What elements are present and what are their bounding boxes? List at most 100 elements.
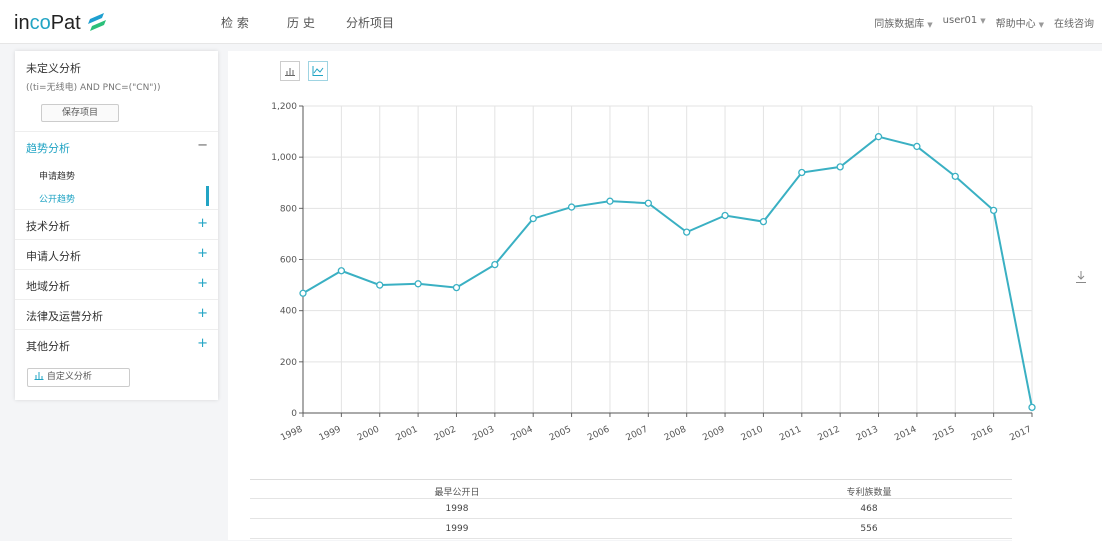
section-applicant[interactable]: 申请人分析 + bbox=[15, 239, 218, 269]
data-point bbox=[452, 283, 461, 292]
nav-history[interactable]: 历 史 bbox=[287, 16, 315, 30]
section-label: 法律及运营分析 bbox=[26, 310, 103, 323]
data-point bbox=[721, 211, 729, 220]
data-point bbox=[951, 172, 959, 181]
expand-icon[interactable]: + bbox=[197, 246, 208, 261]
expand-icon[interactable]: + bbox=[197, 276, 208, 291]
data-point bbox=[414, 280, 422, 288]
x-tick-label: 2008 bbox=[663, 425, 688, 444]
y-tick-label: 1,200 bbox=[271, 102, 297, 112]
data-point bbox=[989, 206, 998, 215]
data-point bbox=[759, 217, 768, 226]
x-tick-label: 1998 bbox=[279, 425, 304, 444]
section-label: 地域分析 bbox=[26, 280, 70, 293]
data-point bbox=[567, 203, 576, 211]
expand-icon[interactable]: + bbox=[197, 306, 208, 321]
section-legal[interactable]: 法律及运营分析 + bbox=[15, 299, 218, 329]
data-point bbox=[299, 289, 307, 297]
expand-icon[interactable]: + bbox=[197, 216, 208, 231]
query-text: ((ti=无线电) AND PNC=("CN")) bbox=[26, 83, 161, 93]
section-technology[interactable]: 技术分析 + bbox=[15, 209, 218, 239]
table-cell: 1998 bbox=[445, 504, 469, 514]
table-row: 1999 556 bbox=[250, 519, 1102, 539]
analysis-sidebar: 未定义分析 ((ti=无线电) AND PNC=("CN")) 保存项目 趋势分… bbox=[15, 51, 218, 400]
nav-search[interactable]: 检 索 bbox=[221, 16, 249, 30]
y-tick-label: 600 bbox=[280, 256, 297, 266]
collapse-icon[interactable]: − bbox=[197, 138, 208, 153]
active-indicator bbox=[206, 186, 209, 206]
series-line bbox=[302, 135, 1033, 408]
subitem-application-trend[interactable]: 申请趋势 bbox=[39, 172, 76, 182]
data-point bbox=[491, 260, 499, 269]
x-tick-label: 2002 bbox=[433, 425, 458, 444]
x-tick-label: 2000 bbox=[356, 425, 381, 444]
y-tick-label: 400 bbox=[280, 307, 297, 317]
bar-chart-icon bbox=[285, 68, 295, 76]
table-row: 1998 468 bbox=[250, 499, 1102, 519]
expand-icon[interactable]: + bbox=[197, 336, 208, 351]
top-bar: incoPat 检 索 历 史 分析项目 同族数据库 ▼ user01 ▼ 帮助中心… bbox=[0, 0, 1102, 44]
database-dropdown[interactable]: 同族数据库 ▼ bbox=[874, 19, 933, 30]
section-region[interactable]: 地域分析 + bbox=[15, 269, 218, 299]
data-point bbox=[836, 163, 844, 171]
x-tick-label: 2011 bbox=[778, 425, 803, 444]
section-other[interactable]: 其他分析 + bbox=[15, 329, 218, 359]
table-cell: 468 bbox=[860, 504, 878, 514]
x-tick-label: 2005 bbox=[548, 425, 573, 444]
line-chart-icon bbox=[312, 66, 324, 76]
x-tick-label: 2012 bbox=[816, 425, 841, 444]
x-tick-label: 2001 bbox=[394, 425, 419, 444]
help-dropdown[interactable]: 帮助中心 ▼ bbox=[995, 19, 1044, 30]
user-menu: 同族数据库 ▼ user01 ▼ 帮助中心 ▼ 在线咨询 bbox=[874, 15, 1094, 30]
x-tick-label: 2014 bbox=[893, 425, 918, 444]
x-tick-label: 2010 bbox=[740, 425, 765, 444]
section-label: 申请人分析 bbox=[26, 250, 81, 263]
table-cell: 556 bbox=[860, 524, 878, 534]
table-header-row: 最早公开日 专利族数量 bbox=[250, 479, 1102, 499]
data-point bbox=[1028, 403, 1036, 412]
x-tick-label: 2004 bbox=[509, 425, 534, 444]
logo-mark-icon bbox=[88, 13, 106, 31]
publication-trend-chart: 0 200 400 600 800 1,000 1,200 1998 1999 2000 2001 2… bbox=[271, 102, 1036, 444]
data-point bbox=[798, 168, 806, 177]
column-header[interactable]: 专利族数量 bbox=[846, 488, 892, 498]
incopat-logo[interactable]: incoPat bbox=[14, 12, 81, 34]
x-tick-label: 2007 bbox=[625, 425, 650, 444]
data-point bbox=[529, 214, 537, 223]
bar-chart-icon bbox=[34, 372, 44, 380]
chart-panel: 0 200 400 600 800 1,000 1,200 1998 1999 2000 2001 2… bbox=[228, 51, 1102, 541]
table-cell: 1999 bbox=[445, 524, 469, 534]
subitem-publication-trend[interactable]: 公开趋势 bbox=[39, 195, 76, 205]
section-label: 趋势分析 bbox=[26, 142, 70, 155]
x-tick-label: 2006 bbox=[586, 425, 611, 444]
y-tick-label: 200 bbox=[280, 358, 297, 368]
data-point bbox=[644, 199, 652, 207]
x-tick-label: 2015 bbox=[932, 425, 957, 444]
user-dropdown[interactable]: user01 ▼ bbox=[942, 15, 986, 26]
x-tick-label: 2017 bbox=[1008, 425, 1033, 444]
section-label: 其他分析 bbox=[26, 340, 70, 353]
data-point bbox=[683, 228, 691, 236]
data-point bbox=[874, 133, 883, 141]
custom-analysis-button[interactable]: 自定义分析 bbox=[27, 368, 130, 387]
y-tick-label: 1,000 bbox=[271, 153, 297, 163]
data-point bbox=[376, 281, 384, 289]
data-point bbox=[606, 197, 614, 205]
analysis-title: 未定义分析 bbox=[26, 62, 81, 75]
data-point bbox=[913, 142, 921, 151]
x-tick-label: 2003 bbox=[471, 425, 496, 444]
nav-analysis-projects[interactable]: 分析项目 bbox=[346, 16, 395, 30]
save-project-button[interactable]: 保存项目 bbox=[41, 104, 119, 122]
column-header[interactable]: 最早公开日 bbox=[434, 488, 480, 498]
data-point bbox=[337, 267, 346, 275]
line-chart-toggle[interactable] bbox=[308, 61, 328, 81]
y-tick-label: 800 bbox=[280, 204, 297, 214]
x-tick-label: 2009 bbox=[701, 425, 726, 444]
bar-chart-toggle[interactable] bbox=[280, 61, 300, 81]
x-tick-label: 2013 bbox=[855, 425, 880, 444]
section-trend[interactable]: 趋势分析 − bbox=[15, 131, 218, 161]
y-tick-label: 0 bbox=[291, 409, 297, 419]
x-tick-label: 1999 bbox=[318, 425, 343, 444]
online-consult-link[interactable]: 在线咨询 bbox=[1054, 19, 1094, 30]
download-icon[interactable] bbox=[1074, 270, 1088, 284]
